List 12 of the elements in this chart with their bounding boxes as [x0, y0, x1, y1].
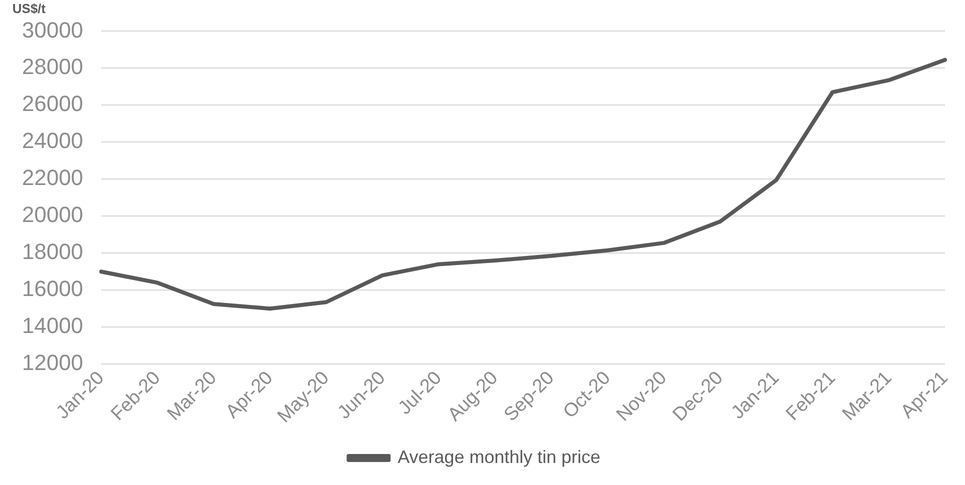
y-tick-label: 20000: [22, 202, 84, 228]
y-tick-label: 26000: [22, 91, 84, 116]
legend-label: Average monthly tin price: [398, 446, 600, 467]
y-tick-label: 28000: [22, 54, 84, 80]
y-tick-label: 14000: [22, 313, 84, 338]
y-axis-title: US$/t: [12, 1, 46, 16]
y-tick-label: 22000: [22, 165, 84, 190]
y-tick-label: 18000: [22, 239, 84, 264]
y-tick-label: 12000: [22, 350, 84, 376]
y-tick-label: 16000: [22, 276, 84, 302]
y-tick-label: 24000: [22, 128, 84, 154]
y-tick-label: 30000: [22, 17, 84, 42]
